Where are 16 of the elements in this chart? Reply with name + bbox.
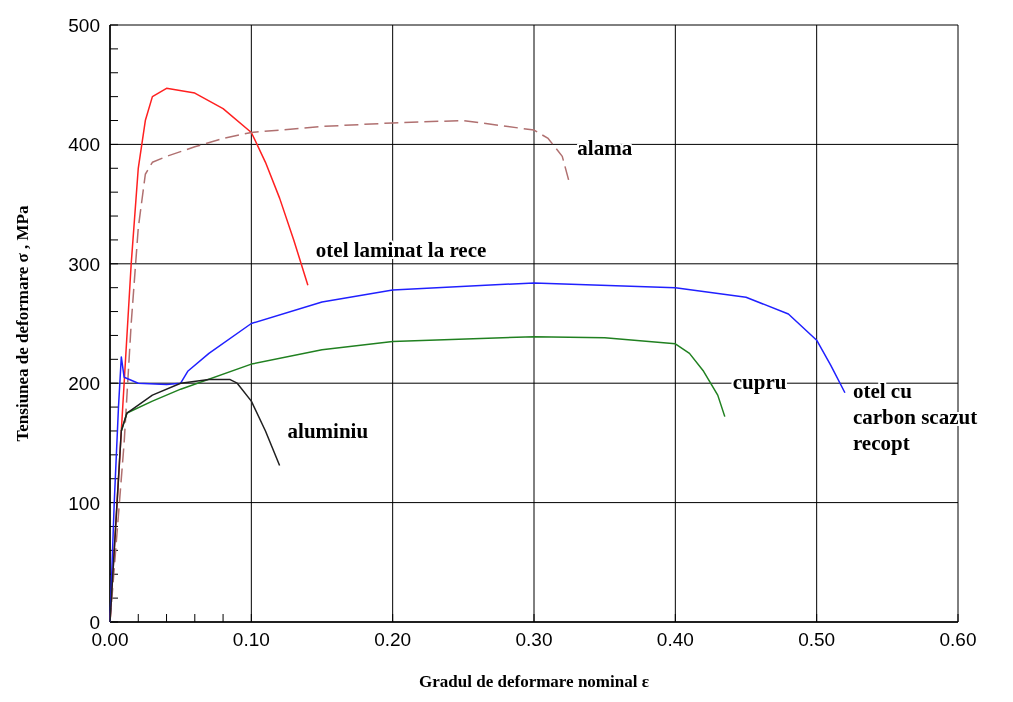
x-axis-title: Gradul de deformare nominal ε bbox=[419, 672, 649, 691]
x-tick-label: 0.60 bbox=[939, 629, 977, 650]
series-label: aluminiu bbox=[287, 418, 369, 443]
y-tick-label: 300 bbox=[68, 253, 100, 275]
y-tick-label: 200 bbox=[68, 373, 100, 395]
x-tick-label: 0.10 bbox=[232, 629, 270, 650]
series-label: otel cu carbon scazut recopt bbox=[852, 378, 978, 455]
y-tick-label: 100 bbox=[68, 492, 100, 514]
x-tick-label: 0.50 bbox=[798, 629, 836, 650]
x-tick-label: 0.30 bbox=[515, 629, 553, 650]
y-tick-label: 500 bbox=[68, 15, 100, 36]
x-tick-label: 0.20 bbox=[374, 629, 412, 650]
x-tick-label: 0.40 bbox=[656, 629, 694, 650]
line-series bbox=[109, 378, 281, 623]
y-axis-title: Tensiunea de deformare σ , MPa bbox=[13, 205, 32, 442]
y-tick-label: 400 bbox=[68, 134, 100, 156]
